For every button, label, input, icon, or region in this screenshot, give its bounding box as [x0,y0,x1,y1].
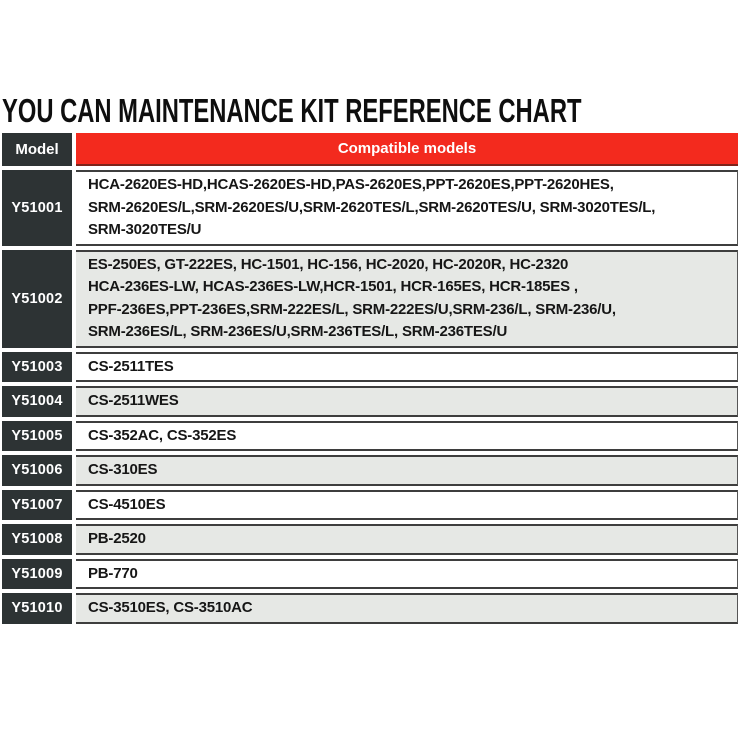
table-row: Y51008 PB-2520 [2,524,738,555]
table-row: Y51009 PB-770 [2,558,738,589]
column-header-compatible: Compatible models [76,133,738,166]
table-row: Y51004 CS-2511WES [2,386,738,417]
model-cell: Y51005 [2,420,72,451]
table-row: Y51003 CS-2511TES [2,351,738,382]
compatible-models-cell: CS-2511WES [76,386,738,417]
model-cell: Y51010 [2,593,72,624]
compatible-models-cell: CS-4510ES [76,489,738,520]
table-row: Y51002 ES-250ES, GT-222ES, HC-1501, HC-1… [2,249,738,348]
table-row: Y51010 CS-3510ES, CS-3510AC [2,593,738,624]
page-title: YOU CAN MAINTENANCE KIT REFERENCE CHART [2,92,582,129]
column-header-model: Model [2,133,72,166]
model-cell: Y51003 [2,351,72,382]
model-cell: Y51009 [2,558,72,589]
compatible-models-cell: CS-2511TES [76,351,738,382]
table-header: Model Compatible models [2,133,738,166]
model-cell: Y51002 [2,249,72,348]
model-cell: Y51004 [2,386,72,417]
compatible-models-cell: CS-352AC, CS-352ES [76,420,738,451]
model-cell: Y51008 [2,524,72,555]
compatible-models-cell: CS-310ES [76,455,738,486]
table-row: Y51001 HCA-2620ES-HD,HCAS-2620ES-HD,PAS-… [2,170,738,246]
table-row: Y51006 CS-310ES [2,455,738,486]
table-row: Y51005 CS-352AC, CS-352ES [2,420,738,451]
model-cell: Y51001 [2,170,72,246]
model-cell: Y51006 [2,455,72,486]
table-row: Y51007 CS-4510ES [2,489,738,520]
reference-table: Model Compatible models Y51001 HCA-2620E… [2,133,738,628]
compatible-models-cell: HCA-2620ES-HD,HCAS-2620ES-HD,PAS-2620ES,… [76,170,738,246]
rows-container: Y51001 HCA-2620ES-HD,HCAS-2620ES-HD,PAS-… [2,170,738,624]
compatible-models-cell: PB-2520 [76,524,738,555]
compatible-models-cell: PB-770 [76,558,738,589]
compatible-models-cell: ES-250ES, GT-222ES, HC-1501, HC-156, HC-… [76,249,738,348]
compatible-models-cell: CS-3510ES, CS-3510AC [76,593,738,624]
model-cell: Y51007 [2,489,72,520]
